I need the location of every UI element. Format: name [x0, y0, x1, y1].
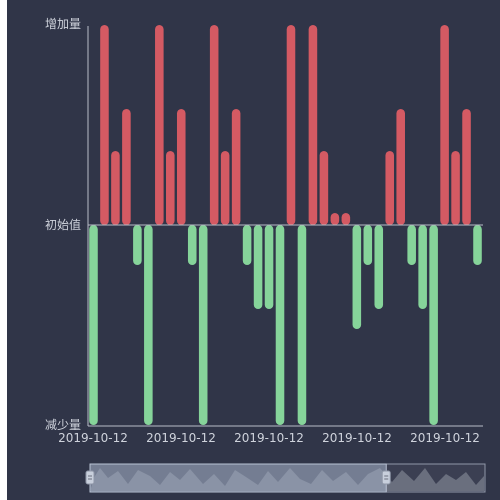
- bar-decrease: [133, 225, 142, 265]
- bar-increase: [330, 213, 340, 225]
- bar-increase: [231, 109, 241, 225]
- bar-increase: [319, 151, 329, 225]
- bar-increase: [209, 25, 219, 225]
- bar-decrease: [352, 225, 362, 329]
- x-tick-label: 2019-10-12: [146, 431, 216, 445]
- y-label-increase: 增加量: [45, 17, 81, 31]
- bar-decrease: [242, 225, 252, 265]
- bar-decrease: [187, 225, 197, 265]
- bar-decrease: [418, 225, 427, 309]
- bar-increase: [341, 213, 351, 225]
- bar-increase: [308, 25, 318, 225]
- bar-decrease: [429, 225, 438, 425]
- zoom-handle-right[interactable]: [381, 470, 391, 485]
- x-tick-label: 2019-10-12: [234, 431, 304, 445]
- zoom-handle-left[interactable]: [85, 470, 95, 485]
- y-label-decrease: 减少量: [45, 418, 81, 432]
- bar-increase: [385, 151, 395, 225]
- x-tick-label: 2019-10-12: [322, 431, 392, 445]
- bar-decrease: [144, 225, 153, 425]
- bar-increase: [111, 151, 120, 225]
- data-zoom-slider[interactable]: [85, 463, 486, 493]
- x-tick-label: 2019-10-12: [410, 431, 480, 445]
- bar-decrease: [297, 225, 307, 425]
- bar-decrease: [253, 225, 263, 309]
- x-tick-label: 2019-10-12: [58, 431, 128, 445]
- bar-decrease: [264, 225, 274, 309]
- bar-increase: [122, 109, 131, 225]
- bar-decrease: [198, 225, 208, 425]
- bar-decrease: [363, 225, 373, 265]
- y-label-initial: 初始值: [45, 217, 81, 232]
- bar-decrease: [374, 225, 384, 309]
- bar-increase: [176, 109, 186, 225]
- bar-decrease: [89, 225, 98, 425]
- bar-decrease: [275, 225, 285, 425]
- bar-increase: [440, 25, 449, 225]
- bar-increase: [286, 25, 296, 225]
- bar-increase: [100, 25, 109, 225]
- chart-background: [7, 0, 500, 500]
- bar-decrease: [407, 225, 416, 265]
- bar-increase: [396, 109, 405, 225]
- bar-increase: [220, 151, 230, 225]
- bar-increase: [166, 151, 175, 225]
- bar-increase: [155, 25, 164, 225]
- bar-increase: [462, 109, 471, 225]
- bar-increase: [451, 151, 460, 225]
- zoom-selection[interactable]: [89, 463, 387, 493]
- bar-decrease: [473, 225, 482, 265]
